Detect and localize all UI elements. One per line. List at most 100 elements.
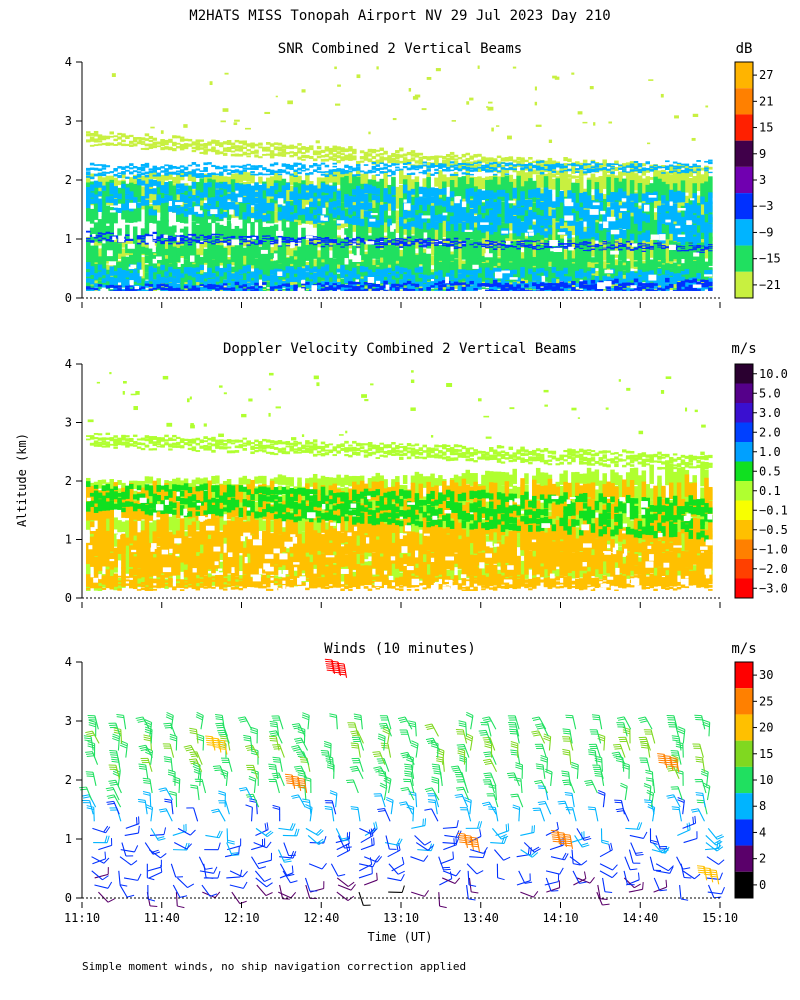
heatmap-cell bbox=[426, 258, 431, 265]
heatmap-cell bbox=[355, 208, 361, 218]
heatmap-cell bbox=[668, 263, 674, 268]
heatmap-cell bbox=[402, 223, 408, 230]
heatmap-cell bbox=[281, 185, 287, 192]
heatmap-cell bbox=[172, 242, 177, 250]
heatmap-cell bbox=[485, 157, 490, 160]
heatmap-cell bbox=[418, 196, 424, 205]
heatmap-cell bbox=[414, 267, 420, 273]
heatmap-cell bbox=[488, 224, 494, 235]
heatmap-cell bbox=[618, 171, 623, 189]
heatmap-cell bbox=[254, 150, 259, 154]
heatmap-cell bbox=[125, 135, 130, 139]
heatmap-cell bbox=[465, 169, 471, 187]
heatmap-cell bbox=[473, 191, 478, 200]
heatmap-cell bbox=[704, 172, 709, 177]
heatmap-cell bbox=[535, 162, 541, 166]
heatmap-cell bbox=[375, 153, 381, 157]
heatmap-cell bbox=[89, 137, 95, 141]
heatmap-cell bbox=[132, 197, 138, 202]
heatmap-cell bbox=[332, 145, 337, 149]
heatmap-cell bbox=[379, 156, 384, 160]
heatmap-cell bbox=[340, 271, 345, 278]
heatmap-cell bbox=[132, 143, 138, 147]
heatmap-cell bbox=[672, 279, 678, 290]
heatmap-cell bbox=[301, 154, 306, 158]
heatmap-cell bbox=[551, 263, 557, 268]
heatmap-cell bbox=[336, 190, 341, 200]
heatmap-cell bbox=[309, 268, 314, 273]
heatmap-cell bbox=[89, 192, 95, 198]
heatmap-cell bbox=[567, 220, 572, 236]
heatmap-cell bbox=[109, 289, 114, 291]
heatmap-cell bbox=[320, 286, 326, 289]
heatmap-cell bbox=[222, 248, 228, 257]
heatmap-cell bbox=[305, 272, 310, 278]
heatmap-cell bbox=[363, 240, 369, 250]
heatmap-cell bbox=[348, 274, 353, 281]
heatmap-cell bbox=[234, 182, 240, 191]
heatmap-cell bbox=[168, 243, 173, 254]
heatmap-cell bbox=[422, 155, 427, 160]
heatmap-cell bbox=[281, 288, 287, 291]
heatmap-cell bbox=[262, 198, 267, 207]
heatmap-cell bbox=[265, 188, 271, 197]
heatmap-cell bbox=[226, 277, 232, 283]
heatmap-cell bbox=[559, 175, 564, 179]
heatmap-cell bbox=[520, 267, 525, 274]
heatmap-cell bbox=[348, 195, 353, 203]
heatmap-cell bbox=[121, 139, 126, 142]
heatmap-cell bbox=[363, 156, 369, 161]
heatmap-cell bbox=[312, 196, 318, 203]
heatmap-cell bbox=[629, 166, 635, 171]
heatmap-cell bbox=[215, 182, 220, 189]
heatmap-cell bbox=[117, 142, 122, 146]
heatmap-cell bbox=[426, 275, 431, 280]
heatmap-cell bbox=[352, 215, 357, 225]
heatmap-cell bbox=[359, 189, 365, 196]
heatmap-cell bbox=[160, 198, 165, 204]
heatmap-cell bbox=[571, 258, 576, 263]
heatmap-cell bbox=[230, 273, 236, 280]
heatmap-cell bbox=[215, 151, 220, 155]
heatmap-cell bbox=[379, 195, 384, 209]
heatmap-cell bbox=[265, 281, 271, 288]
heatmap-cell bbox=[516, 218, 521, 227]
heatmap-cell bbox=[125, 187, 130, 195]
heatmap-cell bbox=[246, 155, 251, 158]
heatmap-cell bbox=[352, 148, 357, 153]
heatmap-cell bbox=[551, 160, 557, 164]
heatmap-cell bbox=[485, 271, 490, 278]
heatmap-cell bbox=[422, 289, 427, 291]
heatmap-cell bbox=[582, 272, 588, 277]
heatmap-cell bbox=[258, 206, 263, 214]
heatmap-cell bbox=[516, 260, 521, 266]
heatmap-cell bbox=[125, 279, 130, 285]
heatmap-cell bbox=[352, 157, 357, 161]
heatmap-cell bbox=[657, 170, 662, 174]
heatmap-cell bbox=[442, 200, 447, 207]
heatmap-cell bbox=[179, 245, 185, 256]
heatmap-cell bbox=[316, 257, 322, 264]
heatmap-cell bbox=[160, 180, 165, 190]
heatmap-cell bbox=[704, 276, 709, 281]
heatmap-cell bbox=[485, 161, 490, 165]
heatmap-cell bbox=[101, 135, 107, 138]
heatmap-cell bbox=[520, 252, 525, 261]
heatmap-cell bbox=[524, 287, 529, 289]
heatmap-cell bbox=[148, 266, 154, 271]
heatmap-cell bbox=[371, 155, 377, 160]
heatmap-cell bbox=[156, 181, 161, 188]
heatmap-cell bbox=[567, 174, 572, 178]
heatmap-cell bbox=[195, 267, 201, 272]
heatmap-cell bbox=[383, 157, 388, 160]
heatmap-cell bbox=[117, 250, 122, 260]
heatmap-cell bbox=[258, 199, 263, 208]
heatmap-cell bbox=[179, 266, 185, 274]
heatmap-cell bbox=[101, 137, 107, 141]
heatmap-cell bbox=[387, 201, 392, 211]
heatmap-cell bbox=[97, 172, 103, 180]
heatmap-cell bbox=[414, 238, 420, 249]
heatmap-cell bbox=[512, 281, 517, 288]
heatmap-cell bbox=[340, 149, 345, 153]
heatmap-cell bbox=[500, 165, 506, 170]
